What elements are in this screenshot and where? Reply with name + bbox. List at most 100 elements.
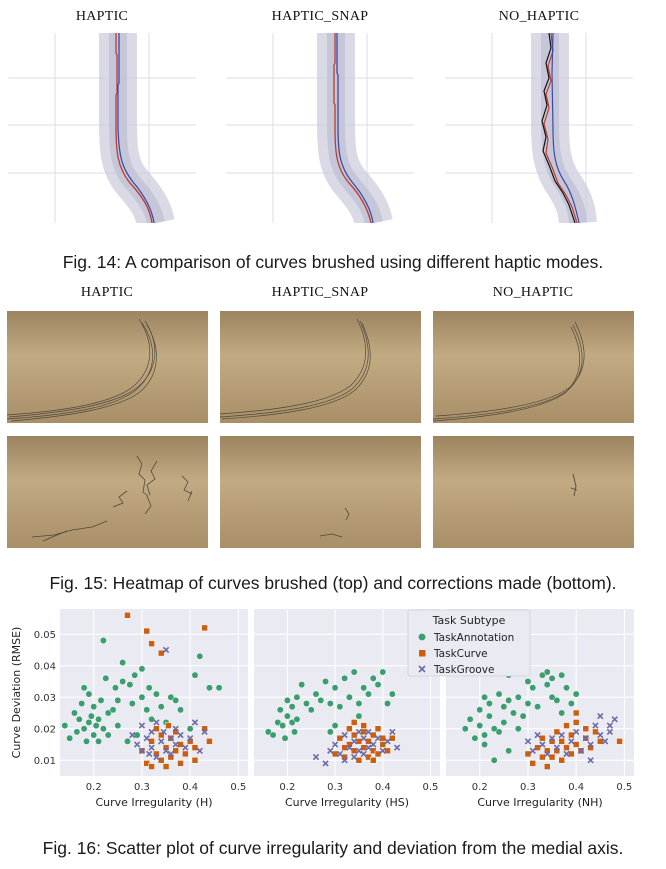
point-taskannotation [481,741,489,748]
point-taskcurve [143,627,151,635]
point-taskcurve [148,763,155,770]
point-taskannotation [274,718,282,726]
point-taskannotation [350,668,358,676]
point-taskcurve [616,738,623,745]
point-taskannotation [143,706,151,714]
point-taskannotation [563,684,570,692]
legend-box [407,609,531,677]
y-axis-label: Curve Deviation (RMSE) [10,627,23,759]
point-taskannotation [345,693,353,701]
point-taskcurve [191,744,199,751]
point-taskgroove [548,735,556,742]
point-taskcurve [553,728,561,736]
point-taskannotation [80,684,88,692]
point-taskannotation [85,718,93,726]
x-axis-label: Curve Irregularity (NH) [477,796,602,809]
point-taskannotation [485,712,493,720]
y-tick-label: 0.01 [34,756,56,767]
point-taskannotation [326,728,334,736]
x-tick-label: 0.5 [616,782,632,793]
point-taskgroove [597,731,604,739]
x-tick-label: 0.2 [86,782,102,793]
point-taskgroove [572,728,580,736]
point-taskannotation [322,678,329,685]
point-taskgroove [148,728,155,736]
point-taskannotation [97,696,105,704]
point-taskannotation [288,703,296,711]
point-taskannotation [298,681,306,689]
point-taskannotation [111,684,119,692]
point-taskgroove [389,728,396,736]
fig14-panel-no-haptic [445,33,633,223]
point-taskannotation [167,693,175,701]
point-taskgroove [534,731,541,739]
point-taskcurve [177,741,184,748]
point-taskcurve [172,747,179,755]
point-taskannotation [99,637,107,644]
point-taskannotation [73,728,81,736]
point-taskgroove [355,747,363,754]
point-taskannotation [543,681,551,689]
point-taskgroove [336,750,344,758]
point-taskcurve [524,750,532,758]
point-taskcurve [124,612,131,619]
point-taskgroove [524,738,532,745]
y-tick-label: 0.04 [34,662,56,673]
point-taskannotation [114,696,122,704]
point-taskgroove [365,744,372,751]
fig14-caption: Fig. 14: A comparison of curves brushed … [62,252,604,272]
point-taskannotation [269,731,277,739]
point-taskcurve [346,725,353,732]
point-taskannotation [543,668,551,676]
point-taskcurve [157,649,165,657]
point-taskcurve [379,734,387,742]
point-taskcurve [558,756,565,764]
point-taskannotation [205,684,213,692]
point-taskgroove [601,738,609,745]
point-taskcurve [563,722,570,729]
point-taskcurve [592,728,599,736]
point-taskannotation [104,709,112,717]
point-taskannotation [131,671,139,679]
point-taskgroove [355,728,363,736]
point-taskcurve [355,738,363,745]
point-taskgroove [360,750,367,758]
point-taskgroove [138,722,146,729]
point-taskcurve [384,747,391,755]
point-taskgroove [365,728,372,736]
point-taskannotation [331,684,339,692]
point-taskcurve [374,725,382,732]
x-tick-label: 0.2 [279,782,295,793]
point-taskcurve [558,738,565,745]
point-taskcurve [157,756,165,764]
point-taskcurve [365,738,372,745]
point-taskcurve [148,738,155,745]
point-taskannotation [355,700,363,707]
point-taskgroove [384,738,391,745]
legend-marker-taskcurve [419,650,426,657]
point-taskgroove [350,753,358,761]
point-taskcurve [539,734,546,742]
point-taskgroove [138,747,146,754]
point-taskgroove [393,744,401,751]
point-taskgroove [529,747,536,754]
fig14-title-no-haptic: NO_HAPTIC [498,9,580,24]
point-taskannotation [360,684,368,692]
point-taskannotation [215,684,223,692]
point-taskcurve [539,753,546,761]
point-taskannotation [355,712,363,720]
point-taskannotation [75,715,83,723]
x-tick-label: 0.5 [230,782,246,793]
point-taskgroove [587,741,594,748]
legend-entry-taskannotation: TaskAnnotation [433,632,514,644]
point-taskannotation [374,681,382,689]
fig15-heatmap-haptic-corrections [7,436,208,548]
point-taskannotation [61,722,69,730]
point-taskgroove [143,735,150,742]
point-taskgroove [196,747,203,754]
legend-marker-taskannotation [418,633,426,641]
point-taskannotation [481,731,489,739]
fig16-caption: Fig. 16: Scatter plot of curve irregular… [42,838,624,858]
point-taskannotation [291,728,298,736]
point-taskannotation [481,693,489,701]
